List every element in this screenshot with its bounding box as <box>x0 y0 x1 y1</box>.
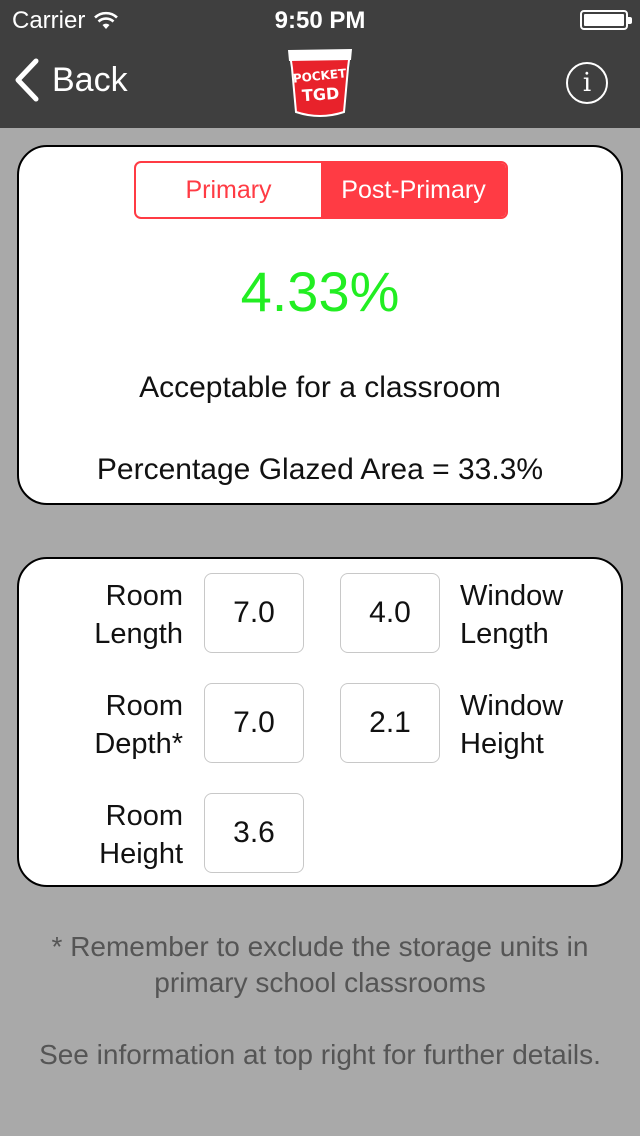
result-verdict: Acceptable for a classroom <box>139 371 501 404</box>
room-height-input[interactable] <box>204 793 304 873</box>
info-note: See information at top right for further… <box>39 1039 601 1070</box>
result-card: Primary Post-Primary 4.33% Acceptable fo… <box>17 145 623 505</box>
window-height-input[interactable] <box>340 683 440 763</box>
segment-primary[interactable]: Primary <box>185 175 272 204</box>
daylight-factor-result: 4.33% <box>240 260 400 323</box>
room-depth-input[interactable] <box>204 683 304 763</box>
pocket-tgd-logo: POCKET TGD <box>288 49 352 117</box>
logo-text-bottom: TGD <box>301 84 340 106</box>
segment-post-primary[interactable]: Post-Primary <box>321 163 506 217</box>
window-length-label: Window Length <box>460 580 564 650</box>
carrier-label: Carrier <box>12 7 86 34</box>
room-length-input[interactable] <box>204 573 304 653</box>
school-type-segmented-control[interactable]: Primary Post-Primary <box>134 161 508 219</box>
wifi-icon <box>94 11 119 29</box>
battery-icon <box>580 10 632 30</box>
glazed-area-text: Percentage Glazed Area = 33.3% <box>96 453 544 486</box>
status-time: 9:50 PM <box>274 7 366 34</box>
navigation-bar: Back POCKET TGD i <box>0 40 640 128</box>
back-button[interactable]: Back <box>14 58 128 102</box>
info-icon: i <box>582 68 592 98</box>
logo-text-top: POCKET <box>292 66 347 86</box>
room-depth-label: Room Depth* <box>94 690 183 760</box>
back-label: Back <box>52 60 128 99</box>
status-bar: Carrier 9:50 PM <box>0 0 640 40</box>
room-length-label: Room Length <box>94 580 183 650</box>
window-height-label: Window Height <box>460 690 564 760</box>
carrier: Carrier <box>12 7 119 35</box>
window-length-input[interactable] <box>340 573 440 653</box>
storage-note: * Remember to exclude the storage units … <box>51 931 589 998</box>
chevron-left-icon <box>15 58 39 102</box>
top-bar: Carrier 9:50 PM Back POCKET TGD i <box>0 0 640 128</box>
info-button[interactable]: i <box>566 62 608 104</box>
room-height-label: Room Height <box>99 800 183 870</box>
